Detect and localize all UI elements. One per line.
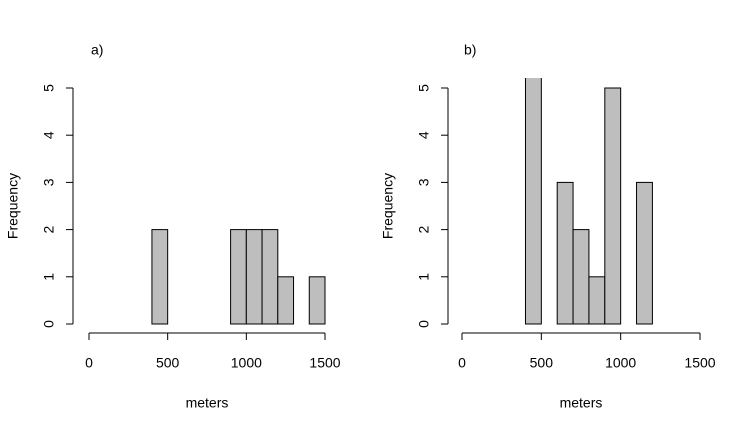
panel: b) meters Frequency 0 500 1000 1500 0 1 2 3 4 5 xyxy=(380,42,716,411)
bar xyxy=(636,181,653,325)
y-tick-label: 3 xyxy=(41,178,57,186)
x-axis-label: meters xyxy=(186,395,229,411)
bar xyxy=(588,276,606,325)
y-tick-label: 2 xyxy=(41,225,57,233)
x-axis-label: meters xyxy=(560,395,603,411)
x-tick-label: 0 xyxy=(458,355,466,371)
bar xyxy=(261,229,279,325)
y-tick-label: 5 xyxy=(416,84,432,92)
bar xyxy=(277,276,295,325)
y-tick-label: 1 xyxy=(416,273,432,281)
bars xyxy=(151,229,326,325)
y-tick-label: 5 xyxy=(41,84,57,92)
bars xyxy=(524,78,653,325)
y-tick-label: 4 xyxy=(41,131,57,139)
x-tick-label: 500 xyxy=(156,355,180,371)
y-tick-label: 3 xyxy=(416,178,432,186)
y-tick-label: 0 xyxy=(416,320,432,328)
y-axis-label: Frequency xyxy=(380,173,396,239)
x-tick-label: 1500 xyxy=(309,355,340,371)
panel: a) meters Frequency 0 500 1000 1500 0 1 2 3 4 5 xyxy=(5,42,341,411)
panel-title: b) xyxy=(464,42,476,58)
y-tick-label: 4 xyxy=(416,131,432,139)
bar xyxy=(151,229,169,325)
bar xyxy=(524,78,542,325)
bar xyxy=(556,181,574,325)
bar xyxy=(572,229,590,325)
x-tick-label: 1000 xyxy=(605,355,636,371)
x-tick-label: 1000 xyxy=(231,355,262,371)
x-tick-label: 0 xyxy=(85,355,93,371)
bar xyxy=(308,276,326,325)
bar xyxy=(230,229,247,325)
bar xyxy=(604,87,622,325)
y-axis-label: Frequency xyxy=(5,173,21,239)
panel-title: a) xyxy=(91,42,103,58)
y-tick-label: 0 xyxy=(41,320,57,328)
y-tick-label: 1 xyxy=(41,273,57,281)
x-tick-label: 1500 xyxy=(684,355,715,371)
y-tick-label: 2 xyxy=(416,225,432,233)
bar xyxy=(245,229,263,325)
x-tick-label: 500 xyxy=(530,355,554,371)
